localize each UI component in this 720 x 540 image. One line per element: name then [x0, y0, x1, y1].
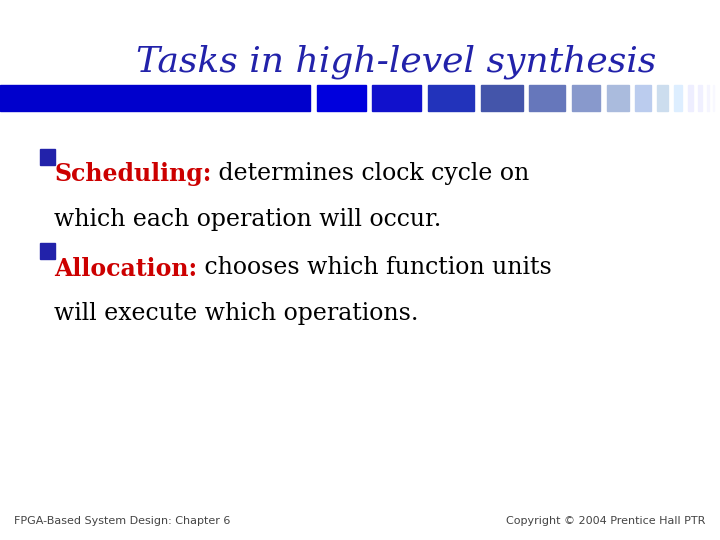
- Bar: [635, 85, 651, 111]
- Bar: [481, 85, 523, 111]
- Bar: [695, 85, 696, 111]
- Bar: [704, 85, 706, 111]
- Text: Scheduling:: Scheduling:: [54, 162, 212, 186]
- Bar: [313, 85, 315, 111]
- Text: determines clock cycle on: determines clock cycle on: [212, 162, 530, 185]
- Bar: [317, 85, 366, 111]
- Bar: [603, 85, 605, 111]
- Text: Allocation:: Allocation:: [54, 256, 197, 280]
- Bar: [698, 85, 702, 111]
- Bar: [653, 85, 654, 111]
- Text: chooses which function units: chooses which function units: [197, 256, 552, 280]
- Text: Tasks in high-level synthesis: Tasks in high-level synthesis: [136, 45, 656, 79]
- Bar: [526, 85, 527, 111]
- Bar: [572, 85, 600, 111]
- Bar: [477, 85, 479, 111]
- Bar: [568, 85, 570, 111]
- Bar: [40, 244, 55, 259]
- Text: will execute which operations.: will execute which operations.: [54, 302, 418, 326]
- Bar: [713, 85, 714, 111]
- Text: Copyright © 2004 Prentice Hall PTR: Copyright © 2004 Prentice Hall PTR: [506, 516, 706, 526]
- Bar: [674, 85, 682, 111]
- Bar: [711, 85, 712, 111]
- Bar: [369, 85, 370, 111]
- Bar: [424, 85, 426, 111]
- Bar: [0, 85, 310, 111]
- Bar: [372, 85, 421, 111]
- Bar: [631, 85, 633, 111]
- Bar: [670, 85, 672, 111]
- Bar: [657, 85, 668, 111]
- Bar: [40, 149, 55, 165]
- Bar: [684, 85, 685, 111]
- Bar: [688, 85, 693, 111]
- Bar: [529, 85, 565, 111]
- Text: which each operation will occur.: which each operation will occur.: [54, 208, 441, 231]
- Bar: [607, 85, 629, 111]
- Bar: [707, 85, 709, 111]
- Text: FPGA-Based System Design: Chapter 6: FPGA-Based System Design: Chapter 6: [14, 516, 231, 526]
- Bar: [428, 85, 474, 111]
